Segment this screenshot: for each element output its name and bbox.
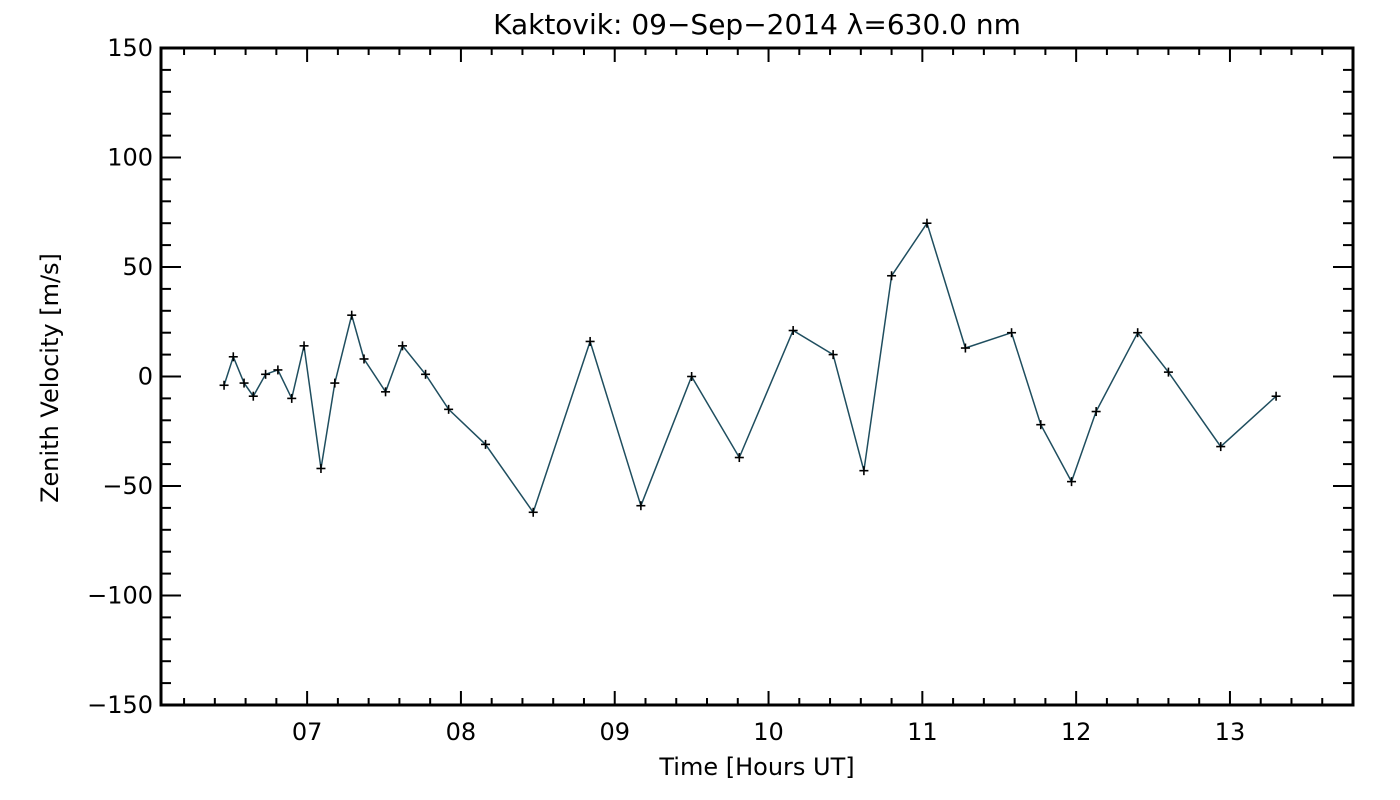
y-axis-ticks: −150 −100 −50 0 50 100 150 [87,34,1353,719]
data-point-marker [397,341,407,351]
data-point-marker [219,380,229,390]
data-point-marker [299,341,309,351]
data-point-marker [1133,328,1143,338]
data-point-marker [239,378,249,388]
data-point-marker [528,507,538,517]
x-tick-label: 08 [446,718,477,746]
x-axis-ticks: 07 08 09 10 11 12 13 [183,48,1354,746]
y-axis-label: Zenith Velocity [m/s] [36,253,64,503]
data-point-marker [922,218,932,228]
data-point-marker [1091,407,1101,417]
data-point-marker [273,365,283,375]
data-point-marker [347,310,357,320]
y-tick-label: 0 [138,363,153,391]
data-point-marker [1067,477,1077,487]
y-tick-label: 100 [107,144,153,172]
data-point-marker [359,354,369,364]
data-point-marker [960,343,970,353]
data-point-marker [1036,420,1046,430]
x-tick-label: 09 [599,718,630,746]
data-point-marker [828,350,838,360]
data-series [219,218,1281,517]
x-tick-label: 07 [292,718,323,746]
data-point-marker [1271,391,1281,401]
y-tick-label: −150 [87,691,153,719]
data-point-marker [381,387,391,397]
data-point-marker [228,352,238,362]
y-tick-label: −100 [87,582,153,610]
x-tick-label: 10 [753,718,784,746]
data-point-marker [887,271,897,281]
series-line [223,221,1277,514]
data-point-marker [1163,367,1173,377]
y-tick-label: −50 [102,472,153,500]
data-point-marker [859,466,869,476]
data-point-marker [330,378,340,388]
x-tick-label: 13 [1215,718,1246,746]
data-point-marker [788,326,798,336]
data-point-marker [316,463,326,473]
x-tick-label: 12 [1061,718,1092,746]
chart-title: Kaktovik: 09−Sep−2014 λ=630.0 nm [493,8,1021,41]
data-point-marker [1007,328,1017,338]
data-point-marker [1216,442,1226,452]
data-point-marker [734,453,744,463]
y-tick-label: 50 [122,253,153,281]
data-point-marker [248,391,258,401]
data-point-marker [261,369,271,379]
data-point-marker [287,393,297,403]
x-tick-label: 11 [907,718,938,746]
y-tick-label: 150 [107,34,153,62]
data-point-marker [481,439,491,449]
data-point-marker [444,404,454,414]
data-point-marker [687,372,697,381]
data-point-marker [421,369,431,379]
data-point-marker [636,501,646,511]
x-axis-label: Time [Hours UT] [658,753,854,781]
data-point-marker [585,336,595,346]
